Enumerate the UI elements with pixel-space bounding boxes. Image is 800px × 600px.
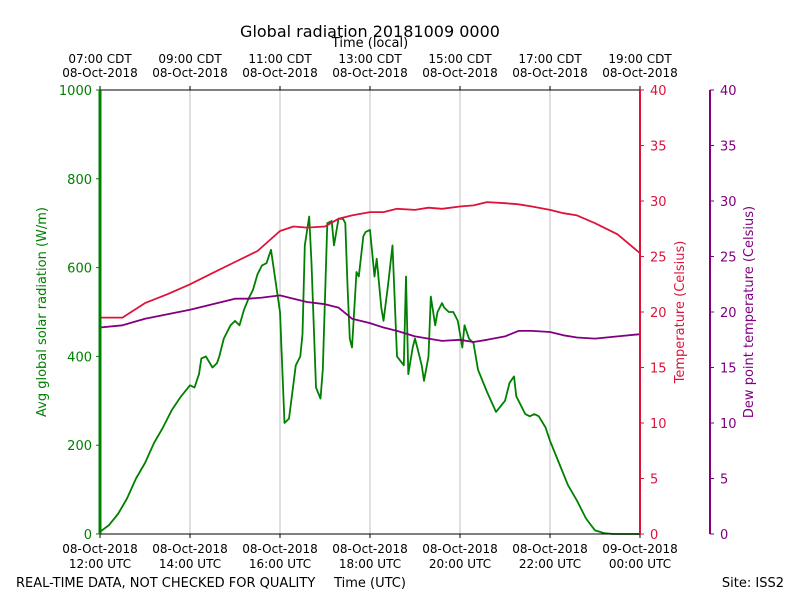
radiation-axis-tick-label: 400 [67, 350, 92, 365]
x-tick-label-bottom-time: 12:00 UTC [69, 557, 131, 571]
x-tick-label-top-time: 09:00 CDT [158, 52, 222, 66]
x-tick-label-bottom-time: 16:00 UTC [249, 557, 311, 571]
x-tick-label-bottom-date: 08-Oct-2018 [512, 542, 588, 556]
x-tick-label-top-time: 17:00 CDT [518, 52, 582, 66]
x-tick-label-top-time: 15:00 CDT [428, 52, 492, 66]
x-tick-label-bottom-time: 20:00 UTC [429, 557, 491, 571]
x-tick-label-bottom-date: 09-Oct-2018 [602, 542, 678, 556]
y-axis-label-dewpoint: Dew point temperature (Celsius) [742, 206, 757, 418]
x-tick-label-top-date: 08-Oct-2018 [152, 66, 228, 80]
x-tick-label-top-date: 08-Oct-2018 [512, 66, 588, 80]
temperature-axis-tick-label: 35 [650, 140, 667, 155]
top-axis-label: Time (local) [331, 36, 408, 51]
x-tick-label-bottom-date: 08-Oct-2018 [152, 542, 228, 556]
y-axis-label-temperature: Temperature (Celsius) [673, 241, 688, 385]
series-line-radiation [99, 215, 641, 535]
x-tick-label-top-date: 08-Oct-2018 [602, 66, 678, 80]
x-tick-label-bottom-date: 08-Oct-2018 [332, 542, 408, 556]
site-label: Site: ISS2 [722, 576, 784, 591]
temperature-axis-tick-label: 15 [650, 362, 667, 377]
x-tick-label-bottom-time: 00:00 UTC [609, 557, 671, 571]
x-tick-label-bottom-time: 14:00 UTC [159, 557, 221, 571]
temperature-axis-tick-label: 30 [650, 195, 667, 210]
radiation-axis-tick-label: 800 [67, 173, 92, 188]
x-tick-label-bottom-time: 22:00 UTC [519, 557, 581, 571]
series-line-dewpoint [99, 294, 641, 343]
quality-disclaimer: REAL-TIME DATA, NOT CHECKED FOR QUALITY [16, 576, 315, 591]
dewpoint-axis-tick-label: 15 [720, 362, 737, 377]
series-line-temperature [99, 201, 641, 319]
x-tick-label-top-time: 13:00 CDT [338, 52, 402, 66]
dewpoint-axis-tick-label: 20 [720, 306, 737, 321]
x-tick-label-bottom-date: 08-Oct-2018 [62, 542, 138, 556]
dewpoint-axis-tick-label: 10 [720, 417, 737, 432]
temperature-axis-tick-label: 20 [650, 306, 667, 321]
dewpoint-axis-tick-label: 25 [720, 251, 737, 266]
radiation-axis-tick-label: 0 [84, 528, 92, 543]
x-tick-label-top-date: 08-Oct-2018 [332, 66, 408, 80]
temperature-axis-tick-label: 5 [650, 473, 658, 488]
dewpoint-axis-tick-label: 40 [720, 84, 737, 99]
x-tick-label-bottom-date: 08-Oct-2018 [242, 542, 318, 556]
x-tick-label-top-time: 07:00 CDT [68, 52, 132, 66]
radiation-axis-tick-label: 200 [67, 439, 92, 454]
x-tick-label-top-date: 08-Oct-2018 [62, 66, 138, 80]
x-tick-label-bottom-date: 08-Oct-2018 [422, 542, 498, 556]
radiation-axis-tick-label: 1000 [59, 84, 92, 99]
temperature-axis-tick-label: 25 [650, 251, 667, 266]
chart-title: Global radiation 20181009 0000 [240, 22, 500, 41]
x-axis-label: Time (UTC) [333, 576, 406, 591]
x-tick-label-top-time: 11:00 CDT [248, 52, 312, 66]
dewpoint-axis-tick-label: 30 [720, 195, 737, 210]
series-layer [99, 201, 641, 535]
dewpoint-axis-tick-label: 35 [720, 140, 737, 155]
temperature-axis-tick-label: 10 [650, 417, 667, 432]
x-tick-label-top-time: 19:00 CDT [608, 52, 672, 66]
dewpoint-axis-tick-label: 0 [720, 528, 728, 543]
temperature-axis-tick-label: 0 [650, 528, 658, 543]
dewpoint-axis-tick-label: 5 [720, 473, 728, 488]
x-tick-label-top-date: 08-Oct-2018 [422, 66, 498, 80]
radiation-axis-tick-label: 600 [67, 262, 92, 277]
x-tick-label-bottom-time: 18:00 UTC [339, 557, 401, 571]
temperature-axis-tick-label: 40 [650, 84, 667, 99]
x-tick-label-top-date: 08-Oct-2018 [242, 66, 318, 80]
y-axis-label-radiation: Avg global solar radiation (W/m) [35, 207, 50, 417]
